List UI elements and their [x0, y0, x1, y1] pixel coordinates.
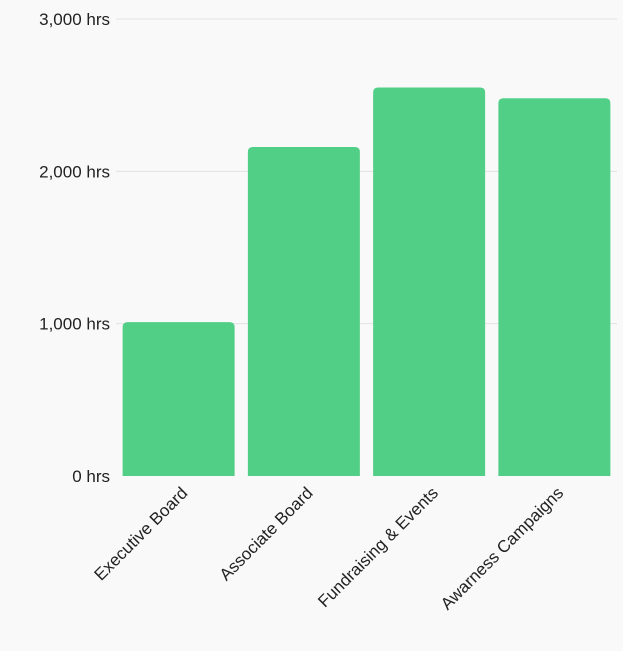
- x-tick-label: Executive Board: [90, 483, 191, 584]
- x-tick-label: Awarness Campaigns: [437, 483, 567, 613]
- y-axis: 0 hrs 1,000 hrs 2,000 hrs 3,000 hrs: [39, 10, 110, 486]
- y-tick-label: 0 hrs: [72, 467, 110, 486]
- bar: [122, 322, 235, 476]
- bars: [122, 87, 611, 477]
- x-tick-label: Fundraising & Events: [314, 483, 442, 611]
- y-tick-label: 1,000 hrs: [39, 315, 110, 334]
- x-tick-label: Associate Board: [216, 483, 317, 584]
- x-axis: Executive Board Associate BoardFundraisin…: [90, 483, 567, 613]
- bar: [498, 98, 611, 477]
- y-tick-label: 3,000 hrs: [39, 10, 110, 29]
- bar: [247, 146, 360, 476]
- y-tick-label: 2,000 hrs: [39, 162, 110, 181]
- bar: [373, 87, 486, 477]
